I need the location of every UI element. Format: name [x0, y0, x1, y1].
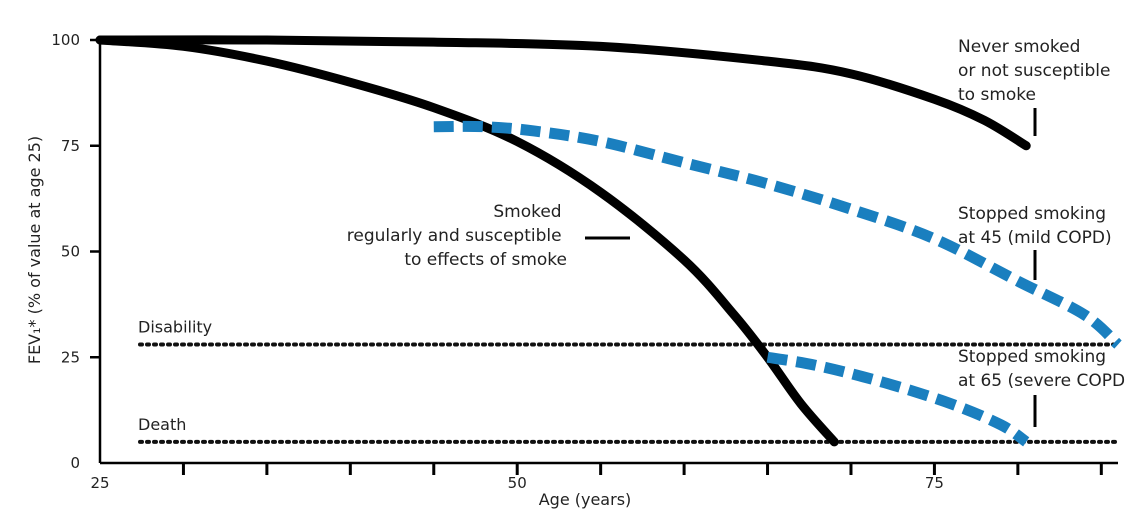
y-tick-label: 50	[61, 243, 80, 261]
series-line-never-smoked	[95, 35, 1031, 151]
annotation-never-smoked: Never smoked or not susceptible to smoke	[958, 37, 1116, 105]
series-line-stopped-at-65	[766, 351, 1030, 447]
y-axis-title: FEV₁* (% of value at age 25)	[25, 136, 44, 364]
series-line-smoked-susceptible	[95, 35, 839, 447]
annotation-stopped-45: Stopped smoking at 45 (mild COPD)	[958, 204, 1112, 248]
x-tick-label: 50	[508, 474, 527, 492]
x-tick-label: 25	[90, 474, 109, 492]
y-tick-label: 100	[51, 31, 80, 49]
x-tick-label: 75	[925, 474, 944, 492]
annotation-smoked-susceptible: Smoked regularly and susceptible to effe…	[347, 202, 567, 270]
reference-label-disability: Disability	[138, 318, 212, 337]
series-line-stopped-at-45	[433, 120, 1122, 349]
annotation-stopped-65: Stopped smoking at 65 (severe COPD	[958, 347, 1125, 391]
reference-label-death: Death	[138, 415, 186, 434]
y-tick-label: 75	[61, 137, 80, 155]
y-tick-label: 25	[61, 348, 80, 366]
x-axis-title: Age (years)	[539, 490, 632, 509]
y-tick-label: 0	[70, 454, 80, 472]
